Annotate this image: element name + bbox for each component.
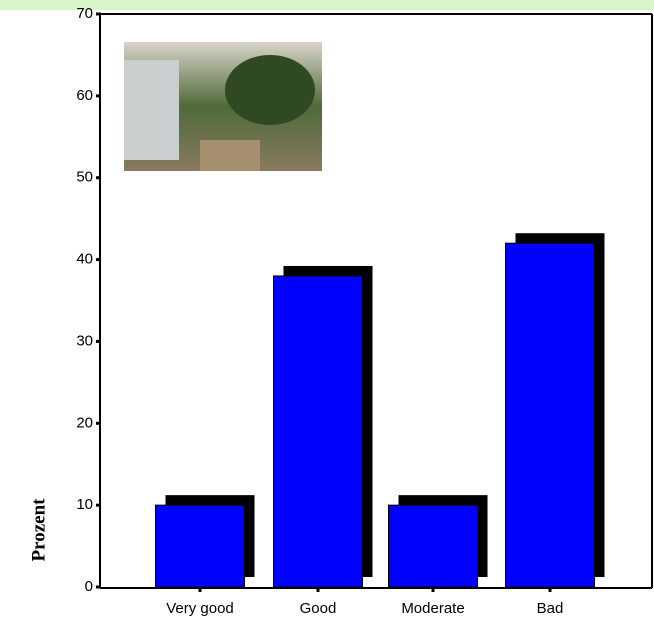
bar — [388, 504, 478, 588]
y-tick-label: 70 — [76, 5, 93, 22]
x-tick-label: Very good — [166, 600, 234, 617]
y-tick-label: 50 — [76, 169, 93, 186]
bar — [505, 242, 595, 588]
x-tick-label: Bad — [537, 600, 564, 617]
y-tick-label: 60 — [76, 87, 93, 104]
bar — [155, 504, 245, 588]
photo — [124, 42, 322, 171]
y-tick-label: 0 — [85, 578, 93, 595]
y-tick-label: 30 — [76, 332, 93, 349]
bar — [273, 275, 363, 588]
x-tick-label: Good — [300, 600, 337, 617]
y-tick-label: 40 — [76, 251, 93, 268]
top-band — [0, 0, 654, 10]
y-tick-label: 10 — [76, 496, 93, 513]
y-axis-label: Prozent — [28, 498, 49, 562]
x-tick-label: Moderate — [401, 600, 464, 617]
y-tick-label: 20 — [76, 414, 93, 431]
